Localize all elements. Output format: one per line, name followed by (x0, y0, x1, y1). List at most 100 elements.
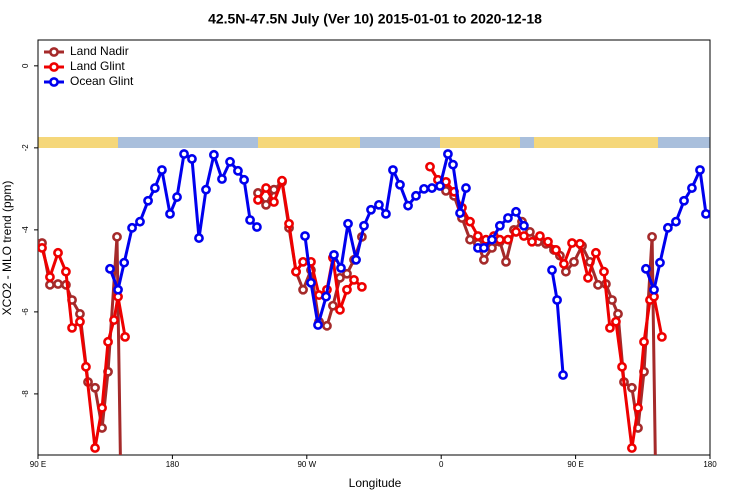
data-point (559, 259, 569, 269)
data-point (172, 192, 182, 202)
data-point (411, 190, 421, 201)
data-point (388, 165, 398, 175)
data-point (336, 263, 346, 273)
plot-frame (37, 39, 711, 456)
data-point (695, 165, 705, 175)
map-strip (38, 137, 710, 148)
data-point (233, 165, 243, 176)
data-point (120, 331, 130, 342)
x-tick-label: 90 E (30, 460, 46, 469)
data-point (342, 268, 352, 279)
data-point (465, 234, 475, 245)
data-point (201, 184, 211, 195)
data-point (187, 154, 197, 164)
data-point (569, 256, 579, 267)
data-point (90, 443, 100, 453)
plot-layer (38, 149, 710, 500)
data-point (366, 204, 376, 215)
data-point (75, 309, 85, 319)
data-point (165, 208, 175, 219)
data-point (225, 156, 235, 167)
data-point (157, 165, 167, 175)
data-point (261, 199, 271, 210)
data-point (113, 284, 123, 295)
data-point (503, 234, 513, 245)
data-point (567, 238, 577, 248)
data-point (217, 174, 227, 184)
data-point (626, 443, 637, 453)
data-point (626, 382, 637, 393)
data-point (381, 208, 391, 219)
data-point (511, 227, 521, 237)
data-point (551, 245, 561, 255)
data-point (253, 195, 263, 205)
data-point (245, 215, 255, 225)
data-point (329, 249, 339, 260)
data-point (593, 279, 603, 290)
data-point (209, 149, 219, 160)
data-point (252, 222, 262, 232)
data-point (277, 175, 287, 186)
data-point (261, 183, 271, 193)
data-point (97, 402, 107, 413)
data-point (342, 284, 352, 295)
data-point (611, 316, 621, 327)
data-point (657, 331, 667, 342)
data-point (501, 256, 511, 267)
data-point (494, 234, 505, 245)
data-point (61, 266, 71, 277)
data-point (641, 263, 651, 274)
data-point (547, 265, 557, 275)
data-point (357, 281, 367, 292)
data-point (328, 300, 338, 311)
data-point (269, 197, 279, 207)
data-point (649, 284, 659, 295)
data-point (487, 243, 497, 253)
legend-marker (49, 77, 59, 87)
data-point (613, 309, 623, 319)
data-point (374, 199, 384, 210)
x-tick-label: 90 W (297, 460, 316, 469)
data-point (351, 254, 361, 265)
data-point (519, 220, 529, 231)
data-point (135, 216, 145, 227)
data-point (435, 181, 445, 191)
data-point (443, 149, 453, 159)
y-tick-label: -6 (21, 308, 30, 316)
y-tick-label: -8 (21, 390, 30, 398)
x-tick-label: 0 (439, 460, 444, 469)
data-point (313, 320, 323, 330)
data-point (503, 213, 513, 223)
data-point (583, 272, 593, 283)
data-point (679, 195, 689, 206)
data-point (671, 216, 681, 227)
data-point (479, 254, 489, 265)
data-point (647, 231, 657, 242)
chart-title: 42.5N-47.5N July (Ver 10) 2015-01-01 to … (208, 11, 542, 27)
data-point (103, 336, 113, 347)
data-point (117, 493, 124, 500)
data-point (105, 263, 115, 274)
data-point (560, 266, 571, 277)
data-point (535, 231, 545, 241)
data-point (143, 195, 153, 206)
data-point (75, 316, 85, 327)
data-point (494, 220, 505, 231)
data-point (427, 183, 437, 193)
data-point (349, 274, 359, 285)
data-point (321, 291, 331, 302)
x-tick-label: 90 E (567, 460, 583, 469)
data-point (284, 218, 294, 229)
data-point (617, 361, 627, 372)
data-point (687, 183, 697, 193)
legend-marker (49, 47, 59, 57)
data-point (425, 161, 435, 172)
data-point (322, 320, 332, 331)
data-point (487, 234, 497, 245)
data-point (306, 277, 316, 288)
data-point (53, 279, 63, 289)
x-tick-label: 180 (703, 460, 717, 469)
data-point (109, 315, 119, 325)
data-point (519, 231, 529, 241)
